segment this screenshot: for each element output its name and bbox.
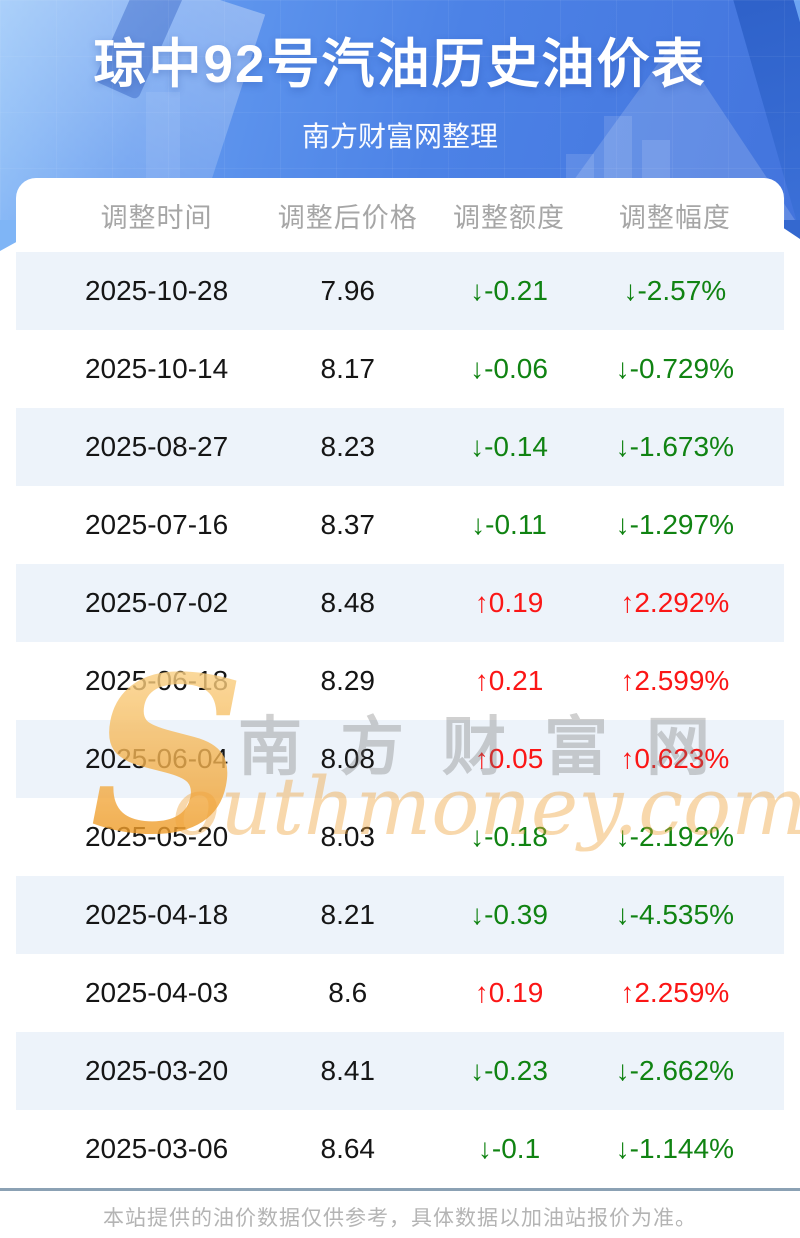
page-title: 琼中92号汽油历史油价表 xyxy=(93,35,707,94)
column-header-adjust-amount: 调整额度 xyxy=(453,202,566,233)
table-row: 2025-05-20 8.03 ↓-0.18 ↓-2.192% xyxy=(16,798,784,876)
cell-adjusted-price: 8.37 xyxy=(320,509,376,540)
cell-adjust-amount: ↓-0.39 xyxy=(470,899,548,930)
table-row: 2025-10-28 7.96 ↓-0.21 ↓-2.57% xyxy=(16,252,784,330)
cell-adjust-amount: ↑0.05 xyxy=(474,743,544,774)
cell-adjust-date: 2025-08-27 xyxy=(84,431,229,462)
cell-adjust-rate: ↓-2.192% xyxy=(615,821,734,852)
cell-adjust-amount: ↑0.19 xyxy=(474,587,544,618)
cell-adjusted-price: 8.23 xyxy=(320,431,376,462)
cell-adjust-rate: ↑2.259% xyxy=(620,977,730,1008)
table-row: 2025-03-20 8.41 ↓-0.23 ↓-2.662% xyxy=(16,1032,784,1110)
cell-adjust-amount: ↓-0.11 xyxy=(471,509,547,540)
hero-banner: 琼中92号汽油历史油价表 南方财富网整理 xyxy=(0,0,800,220)
cell-adjusted-price: 8.08 xyxy=(320,743,376,774)
table-row: 2025-04-18 8.21 ↓-0.39 ↓-4.535% xyxy=(16,876,784,954)
cell-adjust-date: 2025-06-18 xyxy=(84,665,229,696)
cell-adjust-amount: ↓-0.1 xyxy=(477,1133,541,1164)
cell-adjust-rate: ↓-2.57% xyxy=(623,275,727,306)
cell-adjust-amount: ↑0.21 xyxy=(474,665,544,696)
cell-adjust-amount: ↓-0.18 xyxy=(470,821,548,852)
cell-adjust-date: 2025-03-06 xyxy=(84,1133,229,1164)
cell-adjust-date: 2025-04-03 xyxy=(84,977,229,1008)
disclaimer-text: 本站提供的油价数据仅供参考，具体数据以加油站报价为准。 xyxy=(103,1207,697,1230)
cell-adjust-rate: ↓-1.297% xyxy=(615,509,734,540)
table-row: 2025-03-06 8.64 ↓-0.1 ↓-1.144% xyxy=(16,1110,784,1188)
cell-adjust-amount: ↑0.19 xyxy=(474,977,544,1008)
table-row: 2025-06-04 8.08 ↑0.05 ↑0.623% xyxy=(16,720,784,798)
cell-adjust-date: 2025-10-14 xyxy=(84,353,229,384)
table-row: 2025-07-16 8.37 ↓-0.11 ↓-1.297% xyxy=(16,486,784,564)
price-table: 调整时间 调整后价格 调整额度 调整幅度 2025-10-28 7.96 ↓-0.2… xyxy=(16,178,784,1188)
cell-adjust-date: 2025-07-02 xyxy=(84,587,229,618)
table-row: 2025-10-14 8.17 ↓-0.06 ↓-0.729% xyxy=(16,330,784,408)
cell-adjust-rate: ↑2.599% xyxy=(620,665,730,696)
cell-adjusted-price: 8.48 xyxy=(320,587,376,618)
cell-adjusted-price: 8.64 xyxy=(320,1133,376,1164)
cell-adjust-date: 2025-03-20 xyxy=(84,1055,229,1086)
cell-adjust-amount: ↓-0.23 xyxy=(470,1055,548,1086)
cell-adjust-rate: ↓-0.729% xyxy=(615,353,734,384)
footer-divider xyxy=(0,1188,800,1191)
cell-adjust-date: 2025-06-04 xyxy=(84,743,229,774)
cell-adjust-rate: ↓-1.673% xyxy=(615,431,734,462)
cell-adjust-date: 2025-07-16 xyxy=(84,509,229,540)
footer: 本站提供的油价数据仅供参考，具体数据以加油站报价为准。 xyxy=(0,1188,800,1232)
table-row: 2025-04-03 8.6 ↑0.19 ↑2.259% xyxy=(16,954,784,1032)
column-header-adjusted-price: 调整后价格 xyxy=(277,202,418,233)
column-header-adjust-rate: 调整幅度 xyxy=(618,202,731,233)
cell-adjusted-price: 8.21 xyxy=(320,899,376,930)
table-row: 2025-08-27 8.23 ↓-0.14 ↓-1.673% xyxy=(16,408,784,486)
table-row: 2025-07-02 8.48 ↑0.19 ↑2.292% xyxy=(16,564,784,642)
price-table-body: 2025-10-28 7.96 ↓-0.21 ↓-2.57% 2025-10-14 8.1… xyxy=(16,252,784,1188)
price-table-card: 调整时间 调整后价格 调整额度 调整幅度 2025-10-28 7.96 ↓-0.2… xyxy=(16,178,784,1188)
table-row: 2025-06-18 8.29 ↑0.21 ↑2.599% xyxy=(16,642,784,720)
page-subtitle: 南方财富网整理 xyxy=(301,121,498,152)
cell-adjusted-price: 7.96 xyxy=(320,275,376,306)
cell-adjust-date: 2025-05-20 xyxy=(84,821,229,852)
column-header-adjust-time: 调整时间 xyxy=(100,202,213,233)
table-header: 调整时间 调整后价格 调整额度 调整幅度 xyxy=(16,178,784,252)
cell-adjusted-price: 8.17 xyxy=(320,353,376,384)
cell-adjusted-price: 8.29 xyxy=(320,665,376,696)
cell-adjusted-price: 8.03 xyxy=(320,821,376,852)
cell-adjusted-price: 8.6 xyxy=(328,977,368,1008)
cell-adjust-rate: ↓-1.144% xyxy=(615,1133,734,1164)
cell-adjust-amount: ↓-0.21 xyxy=(470,275,548,306)
cell-adjust-rate: ↑0.623% xyxy=(620,743,730,774)
cell-adjust-date: 2025-04-18 xyxy=(84,899,229,930)
table-header-row: 调整时间 调整后价格 调整额度 调整幅度 xyxy=(16,178,784,252)
cell-adjust-date: 2025-10-28 xyxy=(84,275,229,306)
cell-adjust-amount: ↓-0.06 xyxy=(470,353,548,384)
cell-adjust-rate: ↓-4.535% xyxy=(615,899,734,930)
cell-adjust-amount: ↓-0.14 xyxy=(470,431,548,462)
cell-adjust-rate: ↓-2.662% xyxy=(615,1055,734,1086)
cell-adjust-rate: ↑2.292% xyxy=(620,587,730,618)
cell-adjusted-price: 8.41 xyxy=(320,1055,376,1086)
